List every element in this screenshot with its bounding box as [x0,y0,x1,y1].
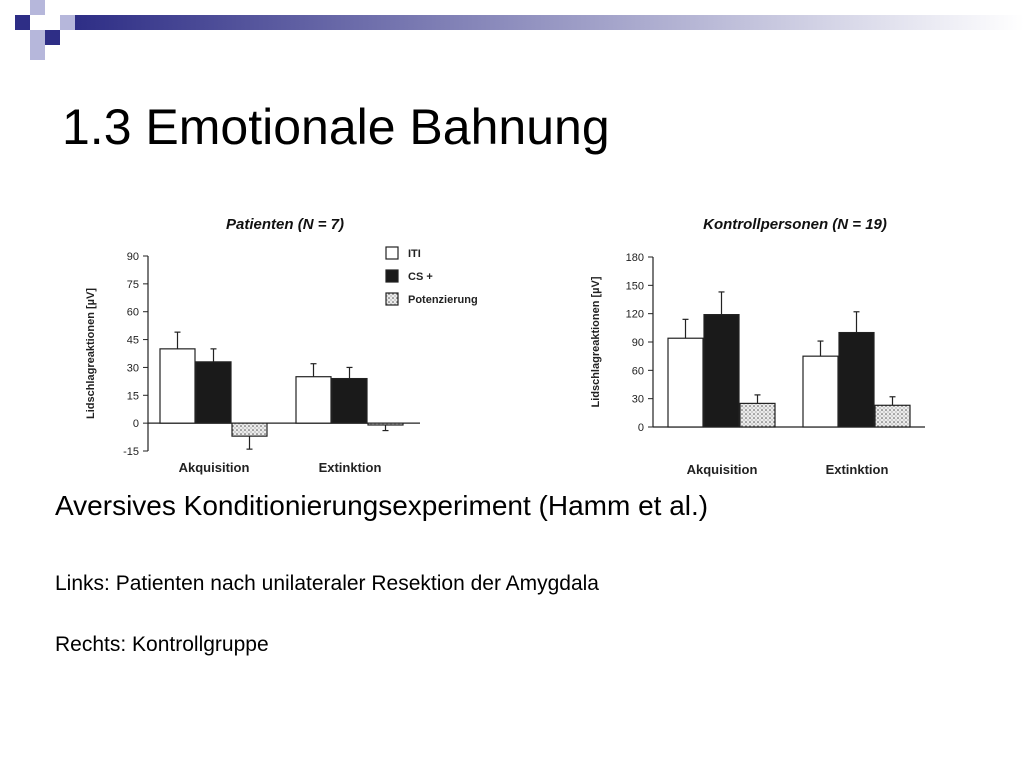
deco-square-light [30,45,45,60]
chart-title: Patienten (N = 7) [226,216,344,233]
y-tick-label: 45 [127,335,139,347]
legend-swatch [385,292,399,306]
legend-label: Potenzierung [408,294,478,306]
bar-cs [703,314,740,428]
y-axis-label: Lidschlagreaktionen [µV] [85,288,97,419]
chart-title: Kontrollpersonen (N = 19) [703,216,887,233]
patients-chart: Patienten (N = 7) Lidschlagreaktionen [µV… [80,205,520,480]
deco-square-light [30,0,45,15]
note-right: Rechts: Kontrollgruppe [55,633,269,656]
y-tick-label: 150 [626,280,644,292]
legend-swatch [385,269,399,283]
y-tick-label: 30 [127,362,139,374]
y-tick-label: 75 [127,279,139,291]
deco-square-dark [15,15,30,30]
legend-swatch [385,246,399,260]
category-label: Akquisition [179,460,250,475]
y-tick-label: 30 [632,394,644,406]
bar-potenzierung [367,422,404,426]
bar-cs [195,361,232,424]
y-tick-label: 15 [127,390,139,402]
y-tick-label: 0 [638,422,644,434]
y-tick-label: 90 [127,251,139,263]
slide-title: 1.3 Emotionale Bahnung [62,99,610,155]
deco-square-dark [45,30,60,45]
y-tick-label: -15 [123,446,139,458]
slide-subtitle: Aversives Konditionierungsexperiment (Ha… [55,490,709,521]
legend-label: ITI [408,248,421,260]
bar-iti [159,348,196,424]
deco-square-light [30,30,45,45]
y-tick-label: 60 [632,365,644,377]
legend-label: CS + [408,271,433,283]
controls-chart-svg: Kontrollpersonen (N = 19) Lidschlagreakti… [590,216,925,477]
bar-potenzierung [874,404,911,428]
bar-cs [838,331,875,428]
category-label: Extinktion [319,460,382,475]
patients-chart-svg: Patienten (N = 7) Lidschlagreaktionen [µV… [85,216,478,475]
bar-iti [295,376,332,424]
bar-potenzierung [739,402,776,428]
bar-iti [667,337,704,428]
y-tick-label: 180 [626,252,644,264]
category-label: Extinktion [826,462,889,477]
y-tick-label: 120 [626,309,644,321]
bar-cs [331,377,368,424]
y-tick-label: 60 [127,307,139,319]
bar-iti [802,355,839,428]
category-label: Akquisition [687,462,758,477]
y-axis-label: Lidschlagreaktionen [µV] [590,276,602,407]
note-left: Links: Patienten nach unilateraler Resek… [55,572,599,595]
bar-potenzierung [231,422,268,437]
controls-chart: Kontrollpersonen (N = 19) Lidschlagreakti… [585,205,935,480]
deco-square-light [60,15,75,30]
y-tick-label: 0 [133,418,139,430]
header-gradient-bar [75,15,1024,30]
header-decoration [15,0,1024,60]
y-tick-label: 90 [632,337,644,349]
